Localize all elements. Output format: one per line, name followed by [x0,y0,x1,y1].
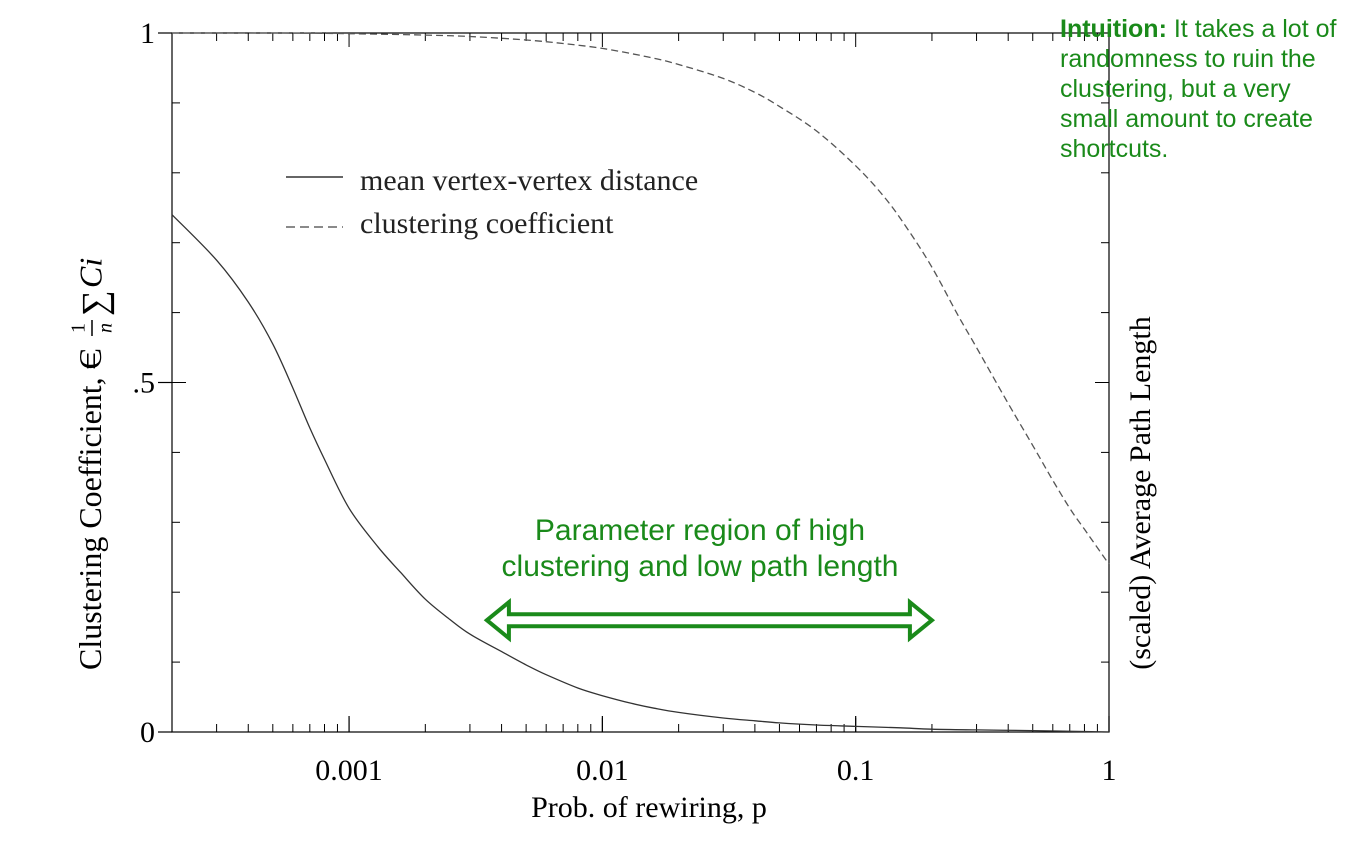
formula-num: 1 [68,323,90,333]
x-tick-label: 0.001 [315,754,383,787]
ticks: 0.001 0.01 0.1 1 0 .5 1 [133,17,1117,787]
formula-sum: ∑ [74,290,114,316]
region-label-line1: Parameter region of high [534,514,866,547]
legend: mean vertex-vertex distance clustering c… [286,164,698,240]
svg-text:Clustering Coefficient, C: Clustering Coefficient, C [72,348,108,670]
series-group [171,32,1110,733]
region-label-line2: clustering and low path length [501,550,899,583]
x-tick-label: 0.01 [576,754,629,787]
y-tick-label: 1 [140,17,155,50]
intuition-lead: Intuition: [1060,15,1167,43]
region-arrow-group [483,597,936,643]
series-line-distance [171,214,1110,733]
formula-eq: = [72,352,108,370]
y-axis-label-text: Clustering Coefficient, C [72,348,108,670]
x-axis-label: Prob. of rewiring, p [531,791,767,824]
x-tick-label: 1 [1102,754,1117,787]
y-axis-label-left: Clustering Coefficient, C = 1 n ∑ Ci [68,258,117,670]
formula-term: Ci [72,258,108,288]
legend-label-distance: mean vertex-vertex distance [360,164,698,197]
y-tick-label: 0 [140,716,155,749]
region-label: Parameter region of high clustering and … [450,513,950,585]
legend-label-clustering: clustering coefficient [360,207,614,240]
intuition-text: It takes a lot of randomness to ruin the… [1060,15,1337,163]
region-double-arrow [483,597,936,643]
formula-den: n [95,323,117,333]
y-axis-label-right: (scaled) Average Path Length [1124,316,1157,669]
x-tick-label: 0.1 [837,754,875,787]
series-line-clustering [171,32,1110,565]
y-tick-label: .5 [133,367,156,400]
intuition-note: Intuition: It takes a lot of randomness … [1060,14,1342,164]
